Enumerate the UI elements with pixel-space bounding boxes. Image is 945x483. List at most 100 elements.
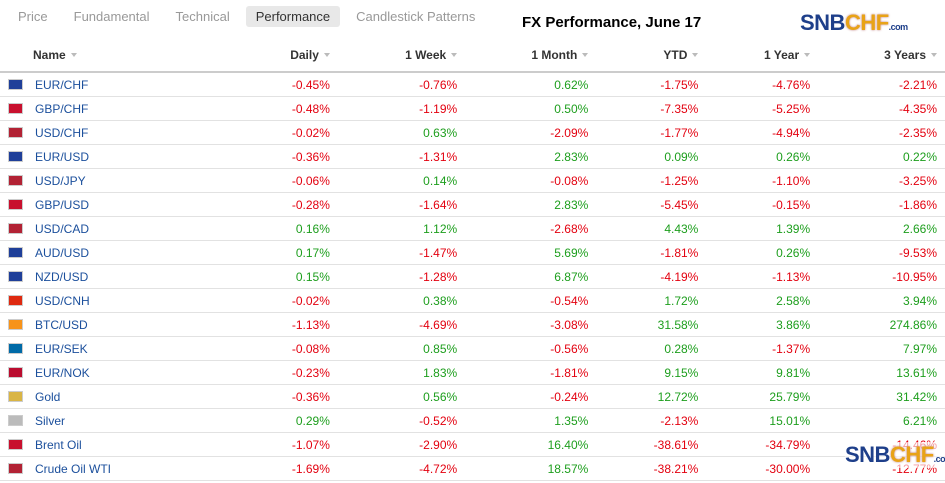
instrument-name[interactable]: GBP/CHF xyxy=(35,101,89,116)
value-cell: -4.72% xyxy=(337,456,466,481)
value-cell: -5.25% xyxy=(706,96,819,121)
value-cell: 6.21% xyxy=(818,408,945,433)
instrument-name[interactable]: AUD/USD xyxy=(35,245,90,260)
value-cell: 15.01% xyxy=(706,408,819,433)
column-header[interactable]: 1 Week xyxy=(337,38,466,73)
instrument-name[interactable]: USD/CHF xyxy=(35,125,89,140)
value-cell: 0.16% xyxy=(270,216,338,241)
value-cell: -5.45% xyxy=(596,192,707,217)
logo-suffix: .com xyxy=(933,454,945,464)
instrument-name[interactable]: USD/CNH xyxy=(35,293,90,308)
value-cell: 1.83% xyxy=(337,360,466,385)
column-header[interactable]: YTD xyxy=(596,38,707,73)
instrument-name[interactable]: EUR/USD xyxy=(35,149,90,164)
name-cell: BTC/USD xyxy=(0,312,271,337)
value-cell: -1.10% xyxy=(706,168,819,193)
flag-icon xyxy=(8,174,23,186)
table-row: Brent Oil -1.07% -2.90% 16.40% -38.61% -34.79… xyxy=(0,432,945,457)
value-cell: -0.48% xyxy=(270,96,338,121)
table-row: GBP/USD -0.28% -1.64% 2.83% -5.45% -0.15% -1.8… xyxy=(0,192,945,217)
instrument-name[interactable]: EUR/SEK xyxy=(35,341,88,356)
value-cell: -0.52% xyxy=(337,408,466,433)
value-cell: 1.35% xyxy=(465,408,597,433)
value-cell: -0.28% xyxy=(270,192,338,217)
value-cell: 0.28% xyxy=(596,336,707,361)
flag-icon xyxy=(8,246,23,258)
value-cell: -1.19% xyxy=(337,96,466,121)
value-cell: -38.21% xyxy=(596,456,707,481)
tab[interactable]: Technical xyxy=(175,9,230,24)
name-cell: USD/CNH xyxy=(0,288,271,313)
column-header[interactable]: Daily xyxy=(270,38,338,73)
instrument-name[interactable]: Brent Oil xyxy=(35,437,82,452)
value-cell: -2.68% xyxy=(465,216,597,241)
value-cell: -1.86% xyxy=(818,192,945,217)
tab[interactable]: Candlestick Patterns xyxy=(356,9,476,24)
value-cell: -3.25% xyxy=(818,168,945,193)
value-cell: 1.72% xyxy=(596,288,707,313)
tab[interactable]: Performance xyxy=(245,6,341,27)
logo: SNBCHF.com xyxy=(845,442,945,468)
table-row: Crude Oil WTI -1.69% -4.72% 18.57% -38.21% -3… xyxy=(0,456,945,481)
value-cell: 0.62% xyxy=(465,72,597,97)
table-row: Gold -0.36% 0.56% -0.24% 12.72% 25.79% 31.42% xyxy=(0,384,945,409)
table-row: USD/CAD 0.16% 1.12% -2.68% 4.43% 1.39% 2.66% xyxy=(0,216,945,241)
flag-icon xyxy=(8,390,23,402)
instrument-name[interactable]: Silver xyxy=(35,413,66,428)
value-cell: -0.56% xyxy=(465,336,597,361)
name-cell: NZD/USD xyxy=(0,264,271,289)
value-cell: 0.85% xyxy=(337,336,466,361)
logo: SNBCHF.com xyxy=(800,10,908,36)
value-cell: 4.43% xyxy=(596,216,707,241)
instrument-name[interactable]: EUR/NOK xyxy=(35,365,90,380)
name-cell: Gold xyxy=(0,384,271,409)
logo-part: CHF xyxy=(844,10,889,35)
name-cell: Brent Oil xyxy=(0,432,271,457)
flag-icon xyxy=(8,462,23,474)
value-cell: 3.86% xyxy=(706,312,819,337)
value-cell: 16.40% xyxy=(465,432,597,457)
name-cell: GBP/CHF xyxy=(0,96,271,121)
instrument-name[interactable]: GBP/USD xyxy=(35,197,90,212)
value-cell: 31.42% xyxy=(818,384,945,409)
value-cell: 0.50% xyxy=(465,96,597,121)
value-cell: -0.45% xyxy=(270,72,338,97)
column-header[interactable]: Name xyxy=(0,38,271,73)
value-cell: 2.83% xyxy=(465,192,597,217)
instrument-name[interactable]: USD/CAD xyxy=(35,221,90,236)
value-cell: -10.95% xyxy=(818,264,945,289)
tab[interactable]: Price xyxy=(18,9,48,24)
instrument-name[interactable]: BTC/USD xyxy=(35,317,88,332)
value-cell: -4.94% xyxy=(706,120,819,145)
value-cell: 0.09% xyxy=(596,144,707,169)
value-cell: -1.75% xyxy=(596,72,707,97)
value-cell: -0.02% xyxy=(270,288,338,313)
value-cell: -4.35% xyxy=(818,96,945,121)
name-cell: Silver xyxy=(0,408,271,433)
value-cell: -30.00% xyxy=(706,456,819,481)
tab[interactable]: Fundamental xyxy=(73,9,150,24)
instrument-name[interactable]: USD/JPY xyxy=(35,173,86,188)
instrument-name[interactable]: NZD/USD xyxy=(35,269,89,284)
name-cell: EUR/CHF xyxy=(0,72,271,97)
name-cell: GBP/USD xyxy=(0,192,271,217)
column-header[interactable]: 1 Year xyxy=(706,38,819,73)
value-cell: 3.94% xyxy=(818,288,945,313)
value-cell: -1.13% xyxy=(270,312,338,337)
instrument-name[interactable]: Crude Oil WTI xyxy=(35,461,112,476)
flag-icon xyxy=(8,126,23,138)
instrument-name[interactable]: Gold xyxy=(35,389,61,404)
column-header[interactable]: 1 Month xyxy=(465,38,597,73)
value-cell: -0.06% xyxy=(270,168,338,193)
column-header[interactable]: 3 Years xyxy=(818,38,945,73)
logo-part: SNB xyxy=(800,10,845,35)
flag-icon xyxy=(8,414,23,426)
flag-icon xyxy=(8,78,23,90)
value-cell: -4.76% xyxy=(706,72,819,97)
value-cell: 0.29% xyxy=(270,408,338,433)
value-cell: -0.23% xyxy=(270,360,338,385)
performance-table: Name Daily 1 Week 1 Month YTD 1 Year 3 Years EU… xyxy=(0,38,945,481)
flag-icon xyxy=(8,198,23,210)
instrument-name[interactable]: EUR/CHF xyxy=(35,77,89,92)
